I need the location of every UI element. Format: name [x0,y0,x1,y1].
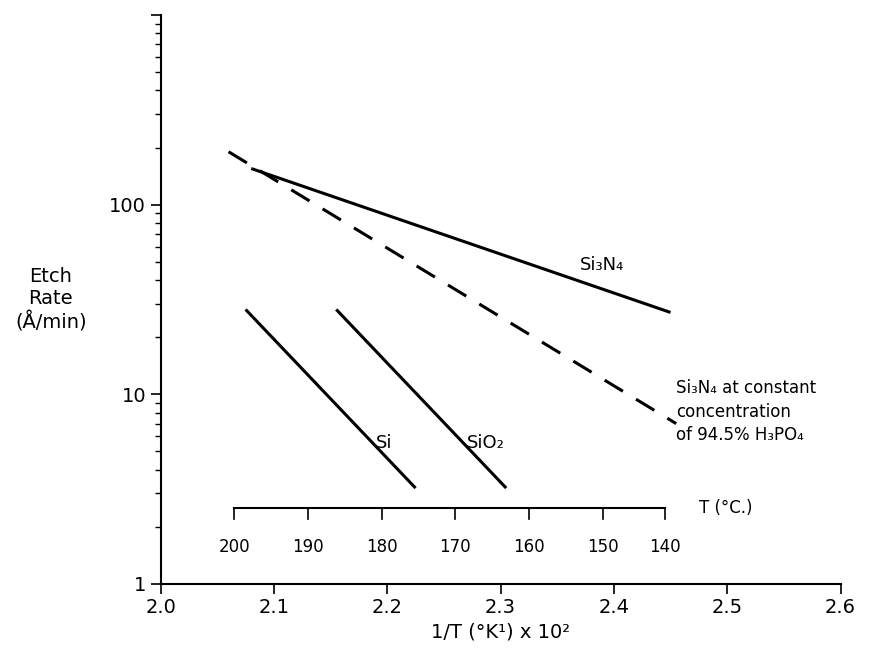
Text: SiO₂: SiO₂ [467,434,504,453]
Text: Si: Si [376,434,393,453]
Text: Si₃N₄ at constant
concentration
of 94.5% H₃PO₄: Si₃N₄ at constant concentration of 94.5%… [676,379,816,444]
Y-axis label: Etch
Rate
(Å/min): Etch Rate (Å/min) [15,267,86,332]
X-axis label: 1/T (°K¹) x 10²: 1/T (°K¹) x 10² [431,623,571,642]
Text: 140: 140 [649,538,680,556]
Text: 190: 190 [292,538,324,556]
Text: 150: 150 [587,538,618,556]
Text: 170: 170 [439,538,471,556]
Text: Si₃N₄: Si₃N₄ [580,256,625,274]
Text: 200: 200 [219,538,250,556]
Text: T (°C.): T (°C.) [699,499,753,518]
Text: 160: 160 [513,538,544,556]
Text: 180: 180 [366,538,397,556]
